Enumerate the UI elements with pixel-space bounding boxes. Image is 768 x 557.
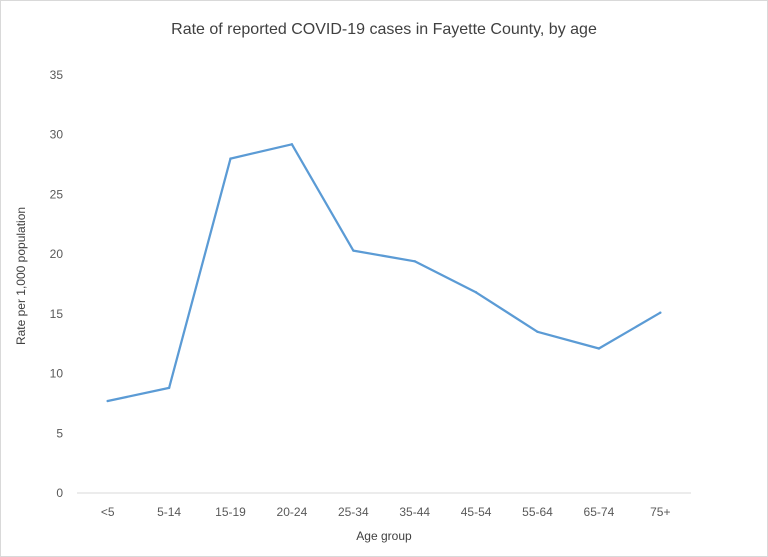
- data-point: [413, 260, 416, 263]
- y-tick-label: 5: [56, 426, 63, 440]
- data-point: [474, 291, 478, 294]
- y-tick-label: 10: [50, 367, 64, 381]
- data-point: [536, 330, 539, 333]
- data-point: [659, 311, 662, 314]
- data-point: [597, 347, 601, 350]
- data-point: [352, 249, 355, 252]
- x-tick-label: 5-14: [157, 505, 181, 519]
- y-tick-label: 25: [50, 187, 64, 201]
- chart-title: Rate of reported COVID-19 cases in Fayet…: [171, 21, 597, 38]
- x-tick-label: 75+: [650, 505, 670, 519]
- x-tick-label: 45-54: [461, 505, 492, 519]
- data-point: [290, 143, 294, 146]
- x-tick-label: 35-44: [399, 505, 430, 519]
- data-point: [167, 386, 171, 390]
- x-axis-title: Age group: [356, 529, 412, 543]
- series-line: [106, 143, 662, 403]
- data-point: [106, 399, 109, 403]
- x-tick-label: 20-24: [277, 505, 308, 519]
- y-tick-label: 15: [50, 307, 64, 321]
- x-tick-label: 15-19: [215, 505, 246, 519]
- x-tick-label: 55-64: [522, 505, 553, 519]
- y-tick-label: 20: [50, 247, 64, 261]
- x-tick-label: <5: [101, 505, 115, 519]
- x-tick-label: 65-74: [584, 505, 615, 519]
- y-tick-label: 30: [50, 128, 64, 142]
- y-tick-label: 35: [50, 68, 64, 82]
- x-tick-label: 25-34: [338, 505, 369, 519]
- data-point: [229, 157, 232, 160]
- y-tick-label: 0: [56, 486, 63, 500]
